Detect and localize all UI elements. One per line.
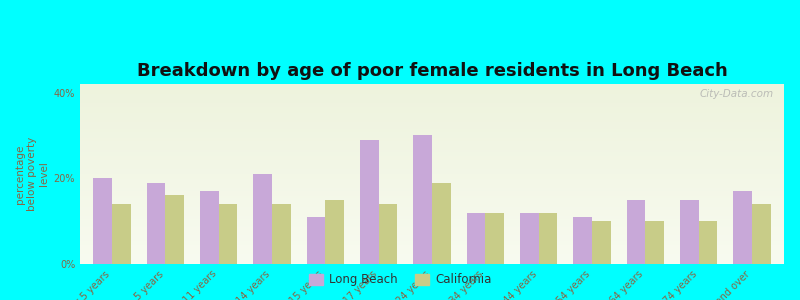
Bar (432, 183, 450, 264)
Bar (166, 195, 184, 264)
Bar (200, 191, 218, 264)
Bar (326, 200, 344, 264)
Bar (520, 213, 538, 264)
Bar (218, 204, 238, 264)
Title: Breakdown by age of poor female residents in Long Beach: Breakdown by age of poor female resident… (137, 62, 727, 80)
Bar (538, 213, 558, 264)
Legend: Long Beach, California: Long Beach, California (304, 269, 496, 291)
Bar (146, 183, 166, 264)
Bar (94, 178, 112, 264)
Bar (360, 140, 378, 264)
Bar (414, 135, 432, 264)
Bar (272, 204, 290, 264)
Bar (254, 174, 272, 264)
Bar (626, 200, 646, 264)
Bar (698, 221, 718, 264)
Bar (680, 200, 698, 264)
Bar (486, 213, 504, 264)
Bar (306, 217, 326, 264)
Bar (752, 204, 770, 264)
Bar (378, 204, 398, 264)
Bar (466, 213, 486, 264)
Bar (592, 221, 610, 264)
Bar (734, 191, 752, 264)
Bar (112, 204, 130, 264)
Bar (646, 221, 664, 264)
Bar (574, 217, 592, 264)
Y-axis label: percentage
below poverty
level: percentage below poverty level (14, 137, 50, 211)
Text: City-Data.com: City-Data.com (699, 89, 774, 99)
